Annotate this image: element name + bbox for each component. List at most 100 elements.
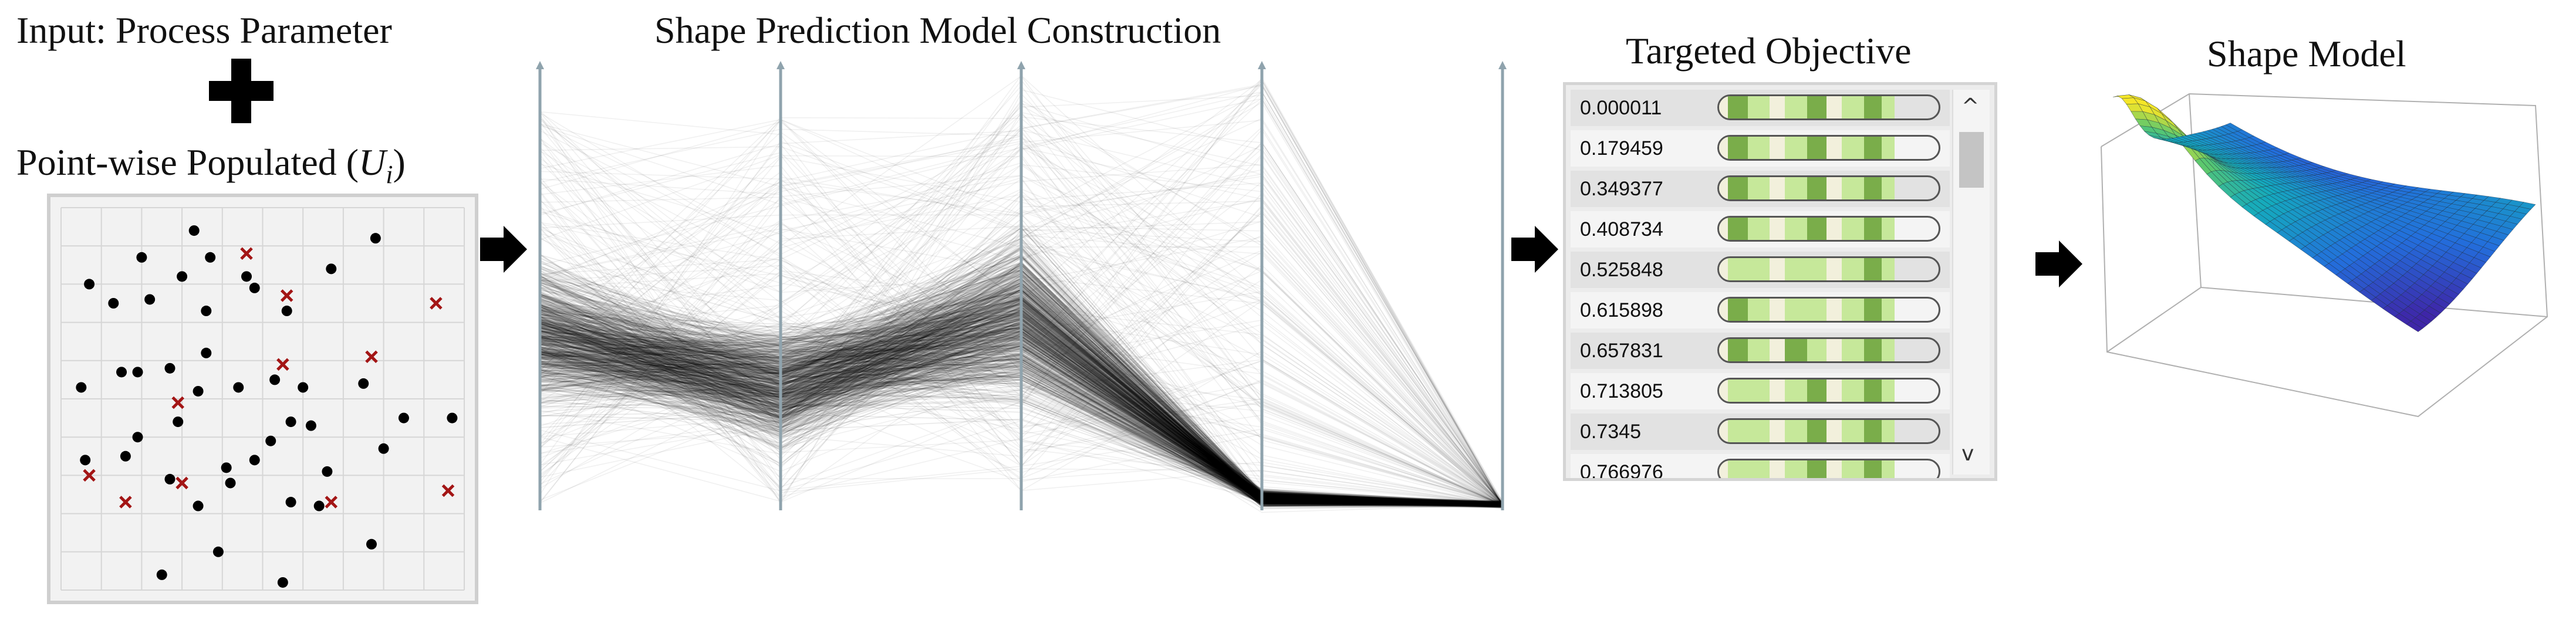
bar-segment (1842, 258, 1864, 280)
bar-segment (1863, 137, 1882, 159)
bar-segment (1785, 460, 1807, 478)
sample-dot (305, 420, 316, 431)
bar-segment (1863, 299, 1882, 321)
scroll-up-icon[interactable]: ^ (1961, 94, 1980, 118)
sample-dot (370, 233, 381, 244)
bar-segment (1863, 177, 1882, 199)
sample-dot (193, 385, 204, 397)
bar-segment (1719, 137, 1728, 159)
bar-segment (1807, 420, 1827, 442)
bar-segment (1863, 460, 1882, 478)
sample-dot (84, 279, 95, 290)
sample-dot (188, 225, 200, 236)
bar-segment (1770, 339, 1785, 361)
surface-patch (2225, 123, 2243, 132)
axis-arrow-icon (1258, 61, 1266, 69)
objective-row[interactable]: 0.657831 (1571, 333, 1950, 369)
sample-dot (221, 462, 232, 473)
sample-dot (285, 416, 296, 428)
bar-segment (1827, 137, 1842, 159)
bar-segment (1881, 460, 1895, 478)
cross-marker (171, 396, 184, 409)
objective-row[interactable]: 0.408734 (1571, 211, 1950, 248)
bar-segment (1719, 380, 1728, 402)
bar-segment (1770, 460, 1785, 478)
bar-segment (1727, 339, 1748, 361)
objective-value: 0.000011 (1580, 97, 1662, 119)
objective-row[interactable]: 0.713805 (1571, 373, 1950, 409)
bar-segment (1807, 137, 1827, 159)
arrow-right-icon (2035, 240, 2082, 287)
bar-segment (1719, 460, 1728, 478)
sample-dot (358, 378, 369, 389)
pointwise-label: Point-wise Populated ( (16, 141, 359, 183)
objective-bar (1717, 378, 1940, 404)
sample-dot (281, 306, 292, 317)
sample-dot (322, 466, 333, 477)
bar-segment (1747, 258, 1770, 280)
objective-row[interactable]: 0.525848 (1571, 252, 1950, 288)
bar-segment (1719, 96, 1728, 118)
bar-segment (1881, 299, 1895, 321)
sample-dot (378, 443, 389, 454)
bar-segment (1842, 380, 1864, 402)
bar-segment (1842, 420, 1864, 442)
objective-row[interactable]: 0.179459 (1571, 130, 1950, 167)
bar-segment (1770, 137, 1785, 159)
objective-row[interactable]: 0.7345 (1571, 414, 1950, 450)
sample-dot (108, 298, 119, 309)
objective-row[interactable]: 0.000011 (1571, 90, 1950, 126)
bar-segment (1827, 218, 1842, 240)
objective-bar (1717, 94, 1940, 120)
bar-segment (1747, 460, 1770, 478)
sample-dot (277, 577, 288, 588)
objective-bar (1717, 216, 1940, 242)
bar-segment (1842, 339, 1864, 361)
pointwise-heading: Point-wise Populated (Ui) (16, 144, 406, 188)
bar-segment (1785, 218, 1807, 240)
objective-row[interactable]: 0.615898 (1571, 292, 1950, 328)
sample-dot (201, 347, 212, 358)
bar-segment (1727, 299, 1748, 321)
cross-marker (365, 350, 378, 364)
bar-segment (1785, 258, 1807, 280)
pointwise-close: ) (393, 141, 406, 183)
bar-segment (1807, 96, 1827, 118)
sample-dot (120, 450, 131, 462)
objective-value: 0.766976 (1580, 461, 1663, 481)
sample-dot (233, 382, 244, 393)
bar-segment (1747, 339, 1770, 361)
sample-scatter-plot (60, 207, 465, 591)
sample-dot (144, 294, 156, 305)
scroll-thumb[interactable] (1959, 132, 1984, 188)
targeted-heading: Targeted Objective (1626, 30, 1912, 72)
bar-segment (1827, 380, 1842, 402)
bar-segment (1881, 137, 1895, 159)
scrollbar[interactable]: ^ v (1952, 90, 1990, 475)
bar-segment (1727, 258, 1748, 280)
objective-row[interactable]: 0.349377 (1571, 171, 1950, 207)
objective-bar (1717, 256, 1940, 282)
sample-dot (249, 282, 260, 293)
objective-list-panel[interactable]: 0.000011 0.179459 0.349377 0.408734 0.525848… (1563, 82, 1997, 481)
bar-segment (1827, 177, 1842, 199)
cross-marker (276, 358, 289, 371)
bar-segment (1827, 339, 1842, 361)
bar-segment (1881, 218, 1895, 240)
sample-dot (173, 416, 184, 428)
bar-segment (1842, 137, 1864, 159)
bar-segment (1727, 137, 1748, 159)
bar-segment (1881, 258, 1895, 280)
scroll-down-icon[interactable]: v (1961, 442, 1974, 466)
objective-value: 0.7345 (1580, 421, 1641, 443)
bar-segment (1842, 299, 1864, 321)
bar-segment (1747, 177, 1770, 199)
pointwise-sub: i (386, 160, 393, 189)
bar-segment (1842, 96, 1864, 118)
bar-segment (1863, 380, 1882, 402)
bar-segment (1727, 96, 1748, 118)
cross-marker (119, 496, 132, 509)
cross-marker (175, 476, 188, 490)
objective-row[interactable]: 0.766976 (1571, 454, 1950, 481)
objective-value: 0.713805 (1580, 380, 1663, 402)
